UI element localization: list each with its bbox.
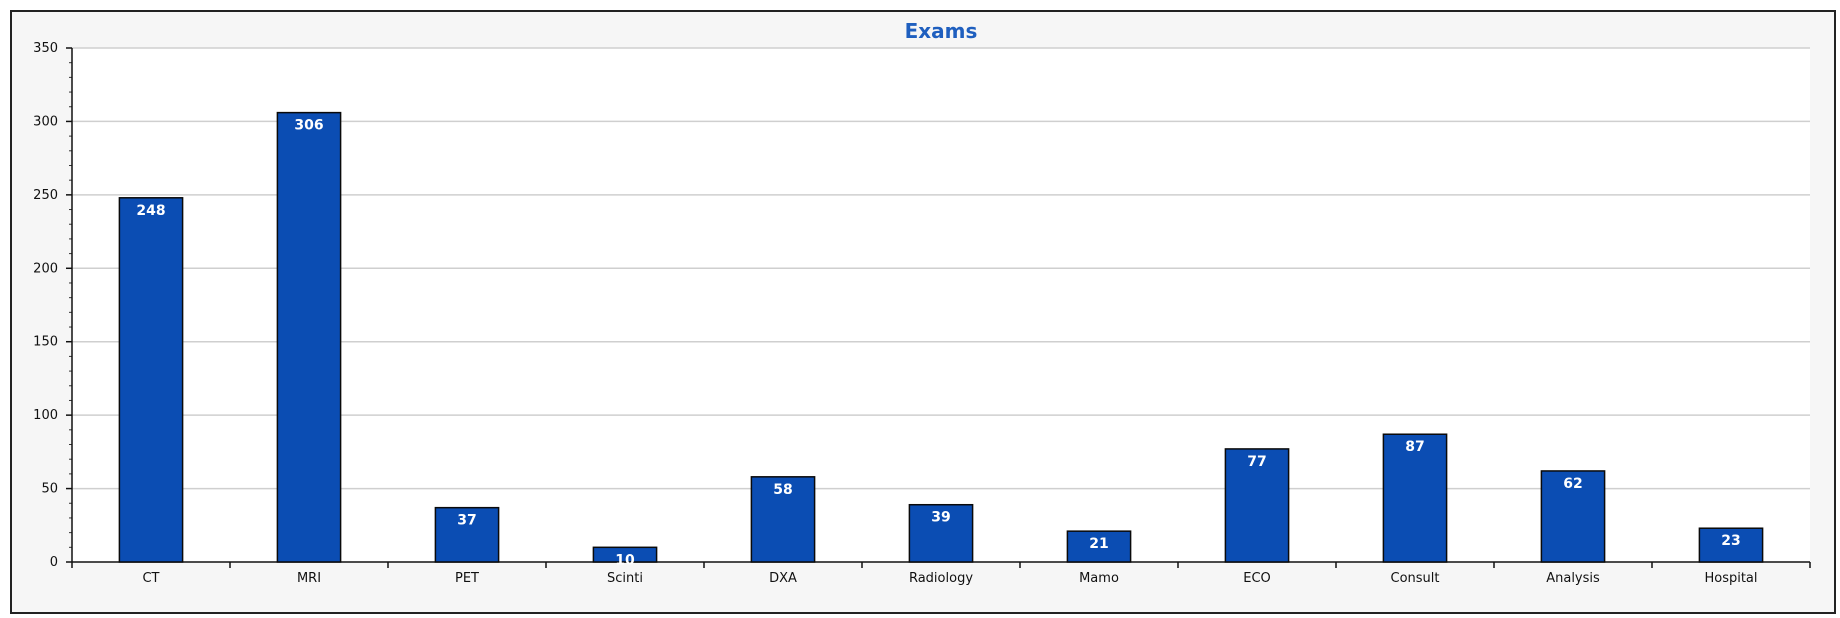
bar-radiology xyxy=(908,503,974,563)
bar-data-label: 10 xyxy=(615,552,635,568)
bar-data-label: 62 xyxy=(1563,476,1582,492)
y-tick-label: 250 xyxy=(33,188,58,203)
chart-title: Exams xyxy=(905,19,978,43)
x-tick-label: DXA xyxy=(769,571,797,586)
x-tick-label: Analysis xyxy=(1546,571,1600,586)
x-tick-label: ECO xyxy=(1243,571,1271,586)
x-tick-label: Consult xyxy=(1391,571,1440,586)
y-tick-label: 50 xyxy=(41,482,58,497)
bar-data-label: 87 xyxy=(1405,439,1424,455)
bar-ct xyxy=(118,197,184,563)
bar-data-label: 37 xyxy=(457,513,476,529)
bar-eco xyxy=(1224,448,1290,563)
x-tick-label: MRI xyxy=(297,571,321,586)
bar-hospital xyxy=(1698,527,1764,563)
y-tick-label: 0 xyxy=(50,555,58,570)
bar-data-label: 21 xyxy=(1089,536,1108,552)
bar-dxa xyxy=(750,476,816,563)
bar-data-label: 58 xyxy=(773,482,792,498)
gridlines xyxy=(72,47,1810,490)
plot-area xyxy=(72,48,1810,562)
bar-analysis xyxy=(1540,470,1606,563)
bars xyxy=(118,111,1764,563)
y-tick-label: 100 xyxy=(33,408,58,423)
bar-consult xyxy=(1382,433,1448,563)
x-tick-label: Scinti xyxy=(607,571,643,586)
x-tick-label: PET xyxy=(455,571,479,586)
x-tick-label: Mamo xyxy=(1079,571,1119,586)
bar-mamo xyxy=(1066,530,1132,563)
bar-data-label: 77 xyxy=(1247,454,1266,470)
labels: 0 50 100 150 200 250 300 350 248 CT 306 MRI 37 PET 10 S… xyxy=(33,41,1757,586)
bar-pet xyxy=(434,506,500,563)
bar-data-label: 306 xyxy=(294,118,323,134)
bar-data-label: 39 xyxy=(931,510,950,526)
x-tick-label: CT xyxy=(142,571,159,586)
bar-data-label: 23 xyxy=(1721,533,1740,549)
bar-mri xyxy=(276,111,342,563)
y-tick-label: 200 xyxy=(33,261,58,276)
y-tick-label: 350 xyxy=(33,41,58,56)
bar-data-label: 248 xyxy=(136,203,165,219)
y-tick-label: 150 xyxy=(33,335,58,350)
x-tick-label: Radiology xyxy=(909,571,973,586)
bar-scinti xyxy=(592,546,658,563)
x-tick-label: Hospital xyxy=(1704,571,1757,586)
y-tick-label: 300 xyxy=(33,114,58,129)
